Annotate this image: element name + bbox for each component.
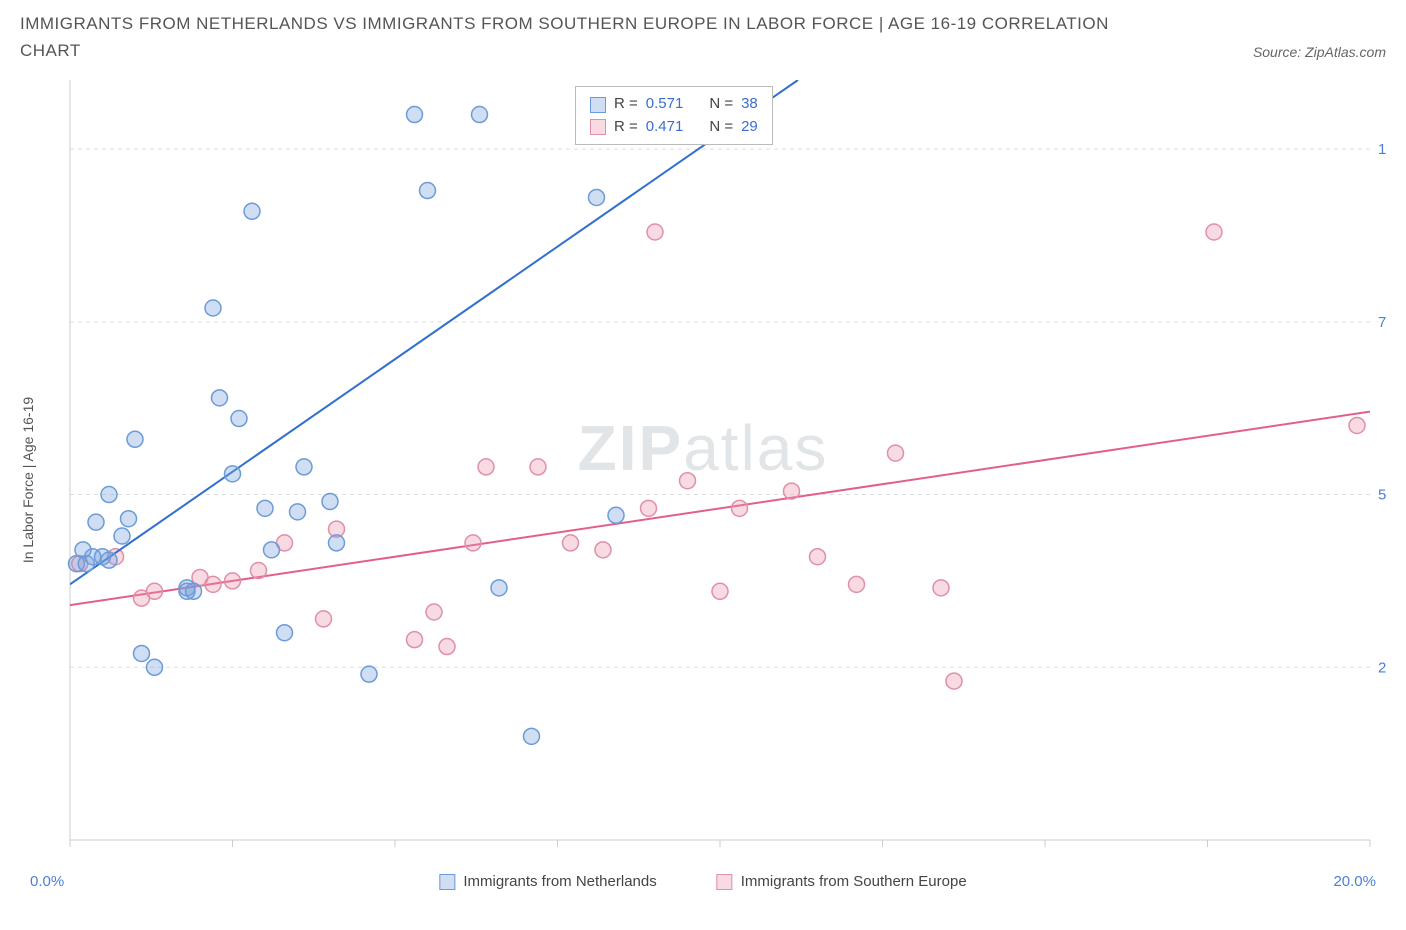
stats-r-value: 0.471 <box>646 116 684 139</box>
stats-r-label: R = <box>614 116 638 139</box>
chart-title-line2: CHART <box>20 37 1253 64</box>
stats-n-value: 29 <box>741 116 758 139</box>
legend-label: Immigrants from Netherlands <box>463 873 656 890</box>
stats-n-value: 38 <box>741 93 758 116</box>
svg-text:100.0%: 100.0% <box>1378 141 1386 158</box>
stats-r-value: 0.571 <box>646 93 684 116</box>
stats-swatch-icon <box>590 97 606 113</box>
svg-text:50.0%: 50.0% <box>1378 487 1386 504</box>
chart-title-line1: IMMIGRANTS FROM NETHERLANDS VS IMMIGRANT… <box>20 10 1253 37</box>
svg-text:75.0%: 75.0% <box>1378 314 1386 331</box>
stats-row: R = 0.471 N = 29 <box>590 116 758 139</box>
legend-label: Immigrants from Southern Europe <box>741 873 967 890</box>
legend-item-netherlands: Immigrants from Netherlands <box>439 873 656 890</box>
stats-row: R = 0.571 N = 38 <box>590 93 758 116</box>
source-prefix: Source: <box>1253 44 1305 60</box>
chart-container: In Labor Force | Age 16-19 25.0% 50.0% 75.… <box>20 70 1386 890</box>
legend-swatch-icon <box>717 874 733 890</box>
stats-n-label: N = <box>709 116 733 139</box>
scatter-chart: 25.0% 50.0% 75.0% 100.0% <box>20 70 1386 870</box>
legend-item-southern-europe: Immigrants from Southern Europe <box>717 873 967 890</box>
header: IMMIGRANTS FROM NETHERLANDS VS IMMIGRANT… <box>20 10 1386 64</box>
x-axis-max-label: 20.0% <box>1333 873 1376 890</box>
correlation-stats-box: R = 0.571 N = 38 R = 0.471 N = 29 <box>575 86 773 145</box>
svg-text:25.0%: 25.0% <box>1378 660 1386 677</box>
source-attribution: Source: ZipAtlas.com <box>1253 44 1386 64</box>
x-axis-min-label: 0.0% <box>30 873 64 890</box>
y-axis-label: In Labor Force | Age 16-19 <box>20 397 36 563</box>
title-block: IMMIGRANTS FROM NETHERLANDS VS IMMIGRANT… <box>20 10 1253 64</box>
source-name: ZipAtlas.com <box>1305 44 1386 60</box>
stats-r-label: R = <box>614 93 638 116</box>
legend-swatch-icon <box>439 874 455 890</box>
stats-n-label: N = <box>709 93 733 116</box>
legend: Immigrants from Netherlands Immigrants f… <box>439 873 966 890</box>
stats-swatch-icon <box>590 119 606 135</box>
